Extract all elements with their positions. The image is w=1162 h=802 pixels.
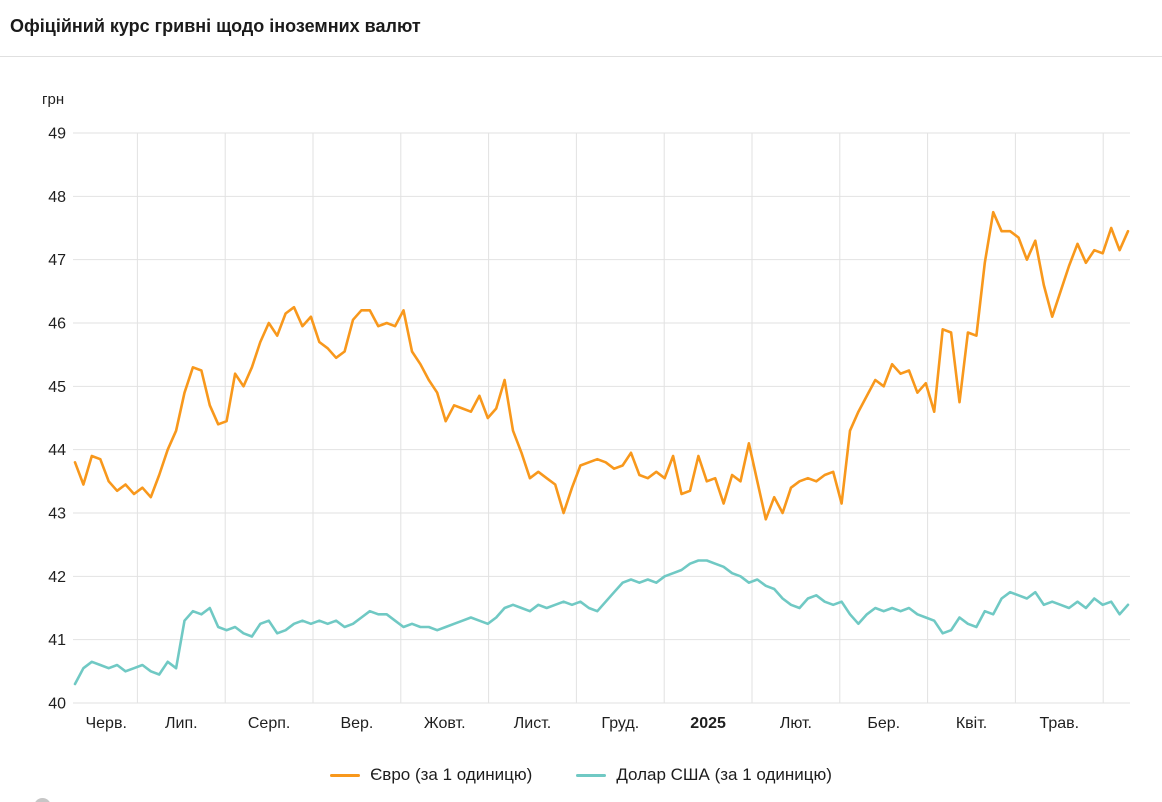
- page-title: Офіційний курс гривні щодо іноземних вал…: [10, 16, 421, 36]
- y-tick-label: 49: [48, 126, 66, 143]
- y-tick-label: 44: [48, 442, 66, 459]
- page-header: Офіційний курс гривні щодо іноземних вал…: [0, 0, 1162, 57]
- chart-area: 40 41 42 43 44 45 46 47 48 49 Черв. Лип. Серп. Вер. Жо…: [0, 0, 1162, 760]
- euro-series-line: [73, 210, 1130, 521]
- x-tick-label: Жовт.: [424, 715, 466, 732]
- y-tick-label: 46: [48, 316, 66, 333]
- y-tick-label: 42: [48, 569, 66, 586]
- chart-canvas[interactable]: 40 41 42 43 44 45 46 47 48 49 Черв. Лип. Серп. Вер. Жо…: [0, 0, 1162, 760]
- x-tick-label: Лют.: [780, 715, 812, 732]
- x-tick-label: Лип.: [165, 715, 198, 732]
- chart-legend: Євро (за 1 одиницю) Долар США (за 1 один…: [0, 758, 1162, 792]
- y-tick-label: 40: [48, 696, 66, 713]
- x-tick-label: Груд.: [601, 715, 639, 732]
- x-tick-label: Черв.: [85, 715, 126, 732]
- y-tick-label: 43: [48, 506, 66, 523]
- legend-label-dollar: Долар США (за 1 одиницю): [616, 765, 832, 784]
- x-tick-label: 2025: [690, 715, 726, 732]
- y-tick-label: 41: [48, 632, 66, 649]
- euro-line-swatch: [330, 773, 361, 777]
- legend-item-dollar[interactable]: Долар США (за 1 одиницю): [576, 765, 832, 785]
- y-tick-label: 45: [48, 379, 66, 396]
- x-tick-label: Серп.: [248, 715, 290, 732]
- x-tick-label: Вер.: [340, 715, 373, 732]
- legend-label-euro: Євро (за 1 одиницю): [370, 765, 533, 784]
- x-tick-label: Трав.: [1039, 715, 1079, 732]
- y-tick-label: 48: [48, 189, 66, 206]
- cutoff-floating-button: [34, 798, 51, 802]
- dollar-line-swatch: [576, 773, 607, 777]
- x-tick-label: Лист.: [514, 715, 551, 732]
- dollar-series-line: [73, 559, 1130, 686]
- x-tick-label: Квіт.: [956, 715, 987, 732]
- x-tick-label: Бер.: [867, 715, 900, 732]
- y-axis-unit-label: грн: [42, 91, 65, 108]
- legend-item-euro[interactable]: Євро (за 1 одиницю): [330, 765, 532, 785]
- y-tick-label: 47: [48, 252, 66, 269]
